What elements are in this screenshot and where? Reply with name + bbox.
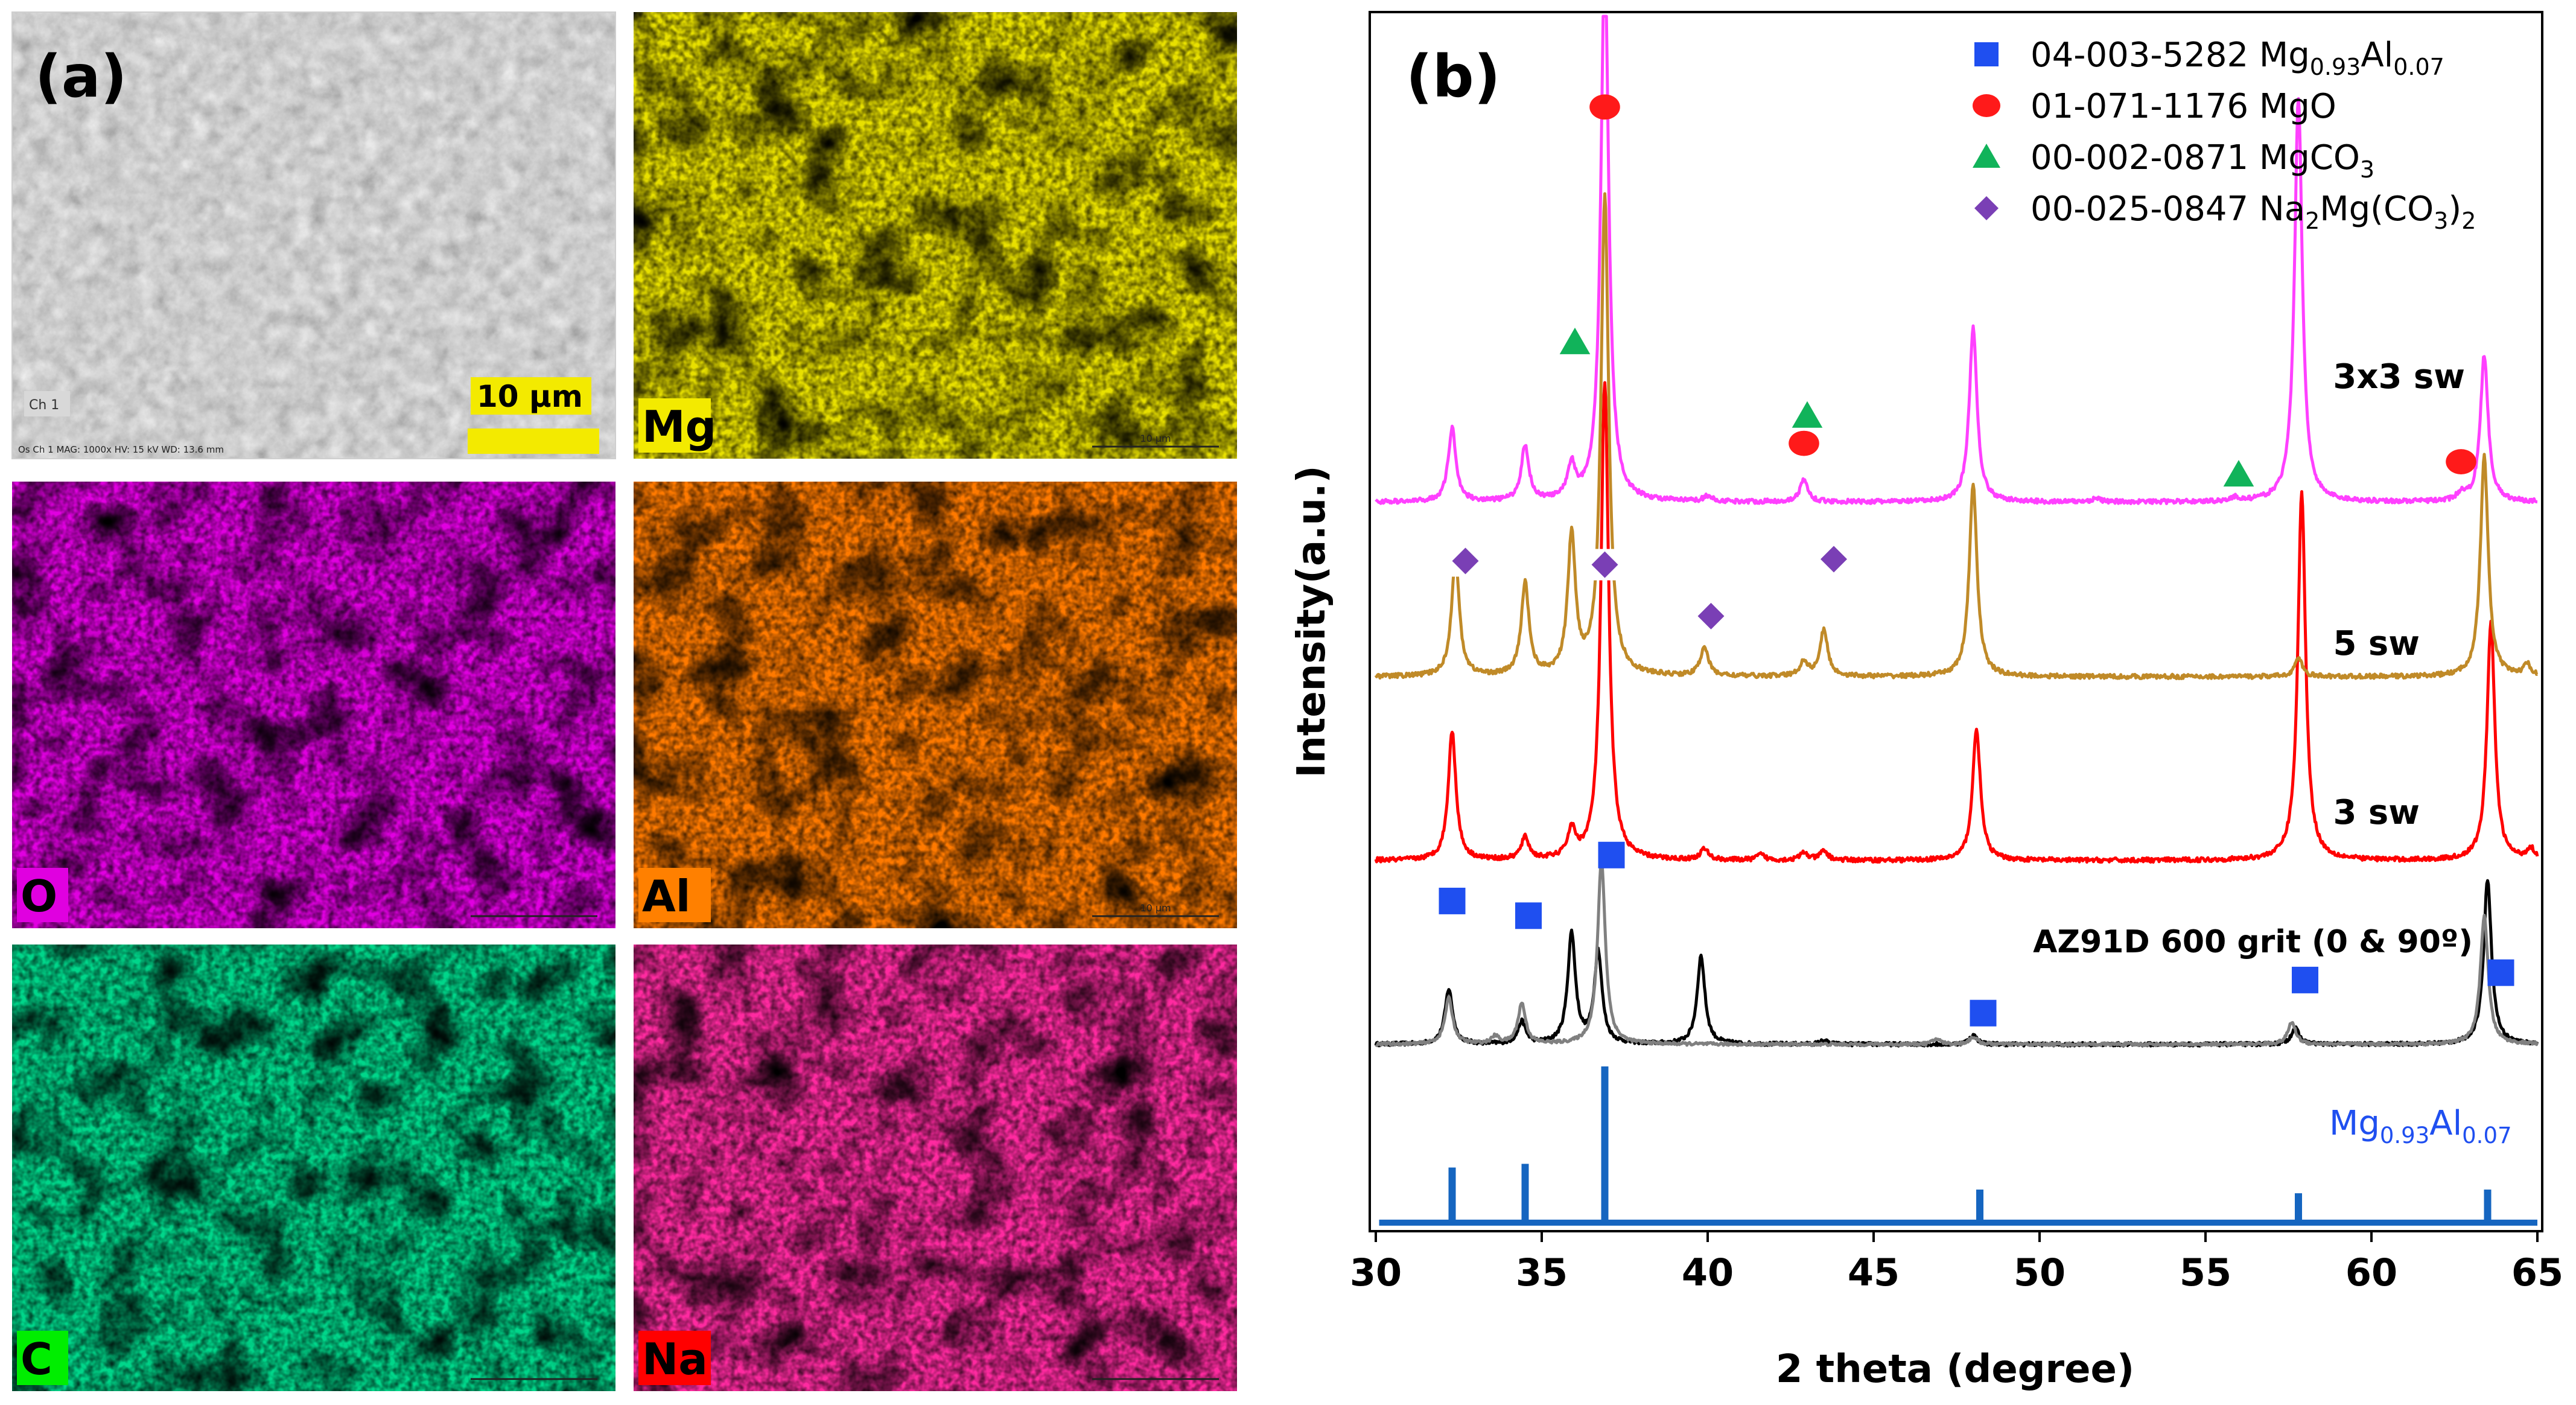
peak-marker-square	[1515, 902, 1542, 929]
reference-stick	[2295, 1193, 2302, 1223]
series-label-5-sw: 5 sw	[2333, 624, 2420, 663]
legend-marker-triangle	[1973, 144, 2000, 168]
eds-map-mg: Mg 10 µm	[634, 12, 1237, 459]
legend-marker-diamond	[1974, 196, 1999, 220]
panel-b-xrd-chart: Mg0.93​Al0.07​ 30 35 40 45 50 55 60 65 AZ91D 60…	[1290, 11, 2563, 1392]
reference-label: Mg0.93​Al0.07​	[2329, 1104, 2512, 1149]
peak-markers	[1439, 94, 2514, 1027]
legend-item-na2mg-co3-2: 00-025-0847 Na2​Mg(CO3​)2​	[1974, 190, 2476, 234]
x-axis: 30 35 40 45 50 55 60 65	[1350, 1231, 2563, 1295]
reference-stick	[1976, 1190, 1983, 1223]
reference-stick	[1448, 1167, 1456, 1223]
legend-text: 01-071-1176 MgO	[2031, 87, 2336, 126]
peak-marker-circle	[1589, 94, 1620, 120]
micro-scale-label: 10 µm	[1140, 902, 1171, 914]
legend-text: 00-025-0847 Na2​Mg(CO3​)2​	[2031, 190, 2476, 234]
legend-marker-square	[1974, 42, 1999, 66]
element-label: Mg	[642, 401, 716, 452]
x-tick-label: 60	[2345, 1250, 2397, 1295]
trace-3-sw	[1374, 381, 2539, 864]
panel-a-maps: Ch 1 10 µm Os Ch 1 MAG: 1000x HV: 15 kV …	[11, 11, 1237, 1391]
series-label-az91d-600-grit-0-90: AZ91D 600 grit (0 & 90º)	[2033, 924, 2473, 960]
sem-image: Ch 1 10 µm Os Ch 1 MAG: 1000x HV: 15 kV …	[11, 11, 616, 459]
x-tick-label: 45	[1848, 1250, 1900, 1295]
sem-footer: Os Ch 1 MAG: 1000x HV: 15 kV WD: 13.6 mm	[18, 444, 224, 455]
legend-item-mgo: 01-071-1176 MgO	[1973, 87, 2336, 126]
reference-pattern: Mg0.93​Al0.07​	[1379, 1066, 2537, 1226]
peak-marker-circle	[1789, 430, 1819, 456]
element-label: Na	[642, 1334, 708, 1384]
peak-marker-square	[1598, 841, 1625, 868]
legend-item-mg0-93al0-07: 04-003-5282 Mg0.93​Al0.07​	[1974, 36, 2444, 80]
micro-scale-label: 10 µm	[1140, 433, 1171, 444]
eds-map-o: O	[12, 482, 615, 928]
series-label-3-sw: 3 sw	[2333, 793, 2420, 832]
scale-bar	[468, 429, 599, 454]
x-tick-label: 30	[1350, 1250, 1402, 1295]
x-axis-title: 2 theta (degree)	[1776, 1347, 2134, 1392]
legend-item-mgco3: 00-002-0871 MgCO3​	[1973, 138, 2374, 183]
y-axis-title: Intensity(a.u.)	[1290, 465, 1334, 777]
panel-b-label: (b)	[1406, 43, 1500, 110]
peak-marker-square	[2292, 966, 2318, 993]
xrd-traces	[1374, 14, 2539, 1048]
legend: 04-003-5282 Mg0.93​Al0.07​ 01-071-1176 Mg…	[1973, 36, 2476, 234]
peak-marker-square	[2487, 959, 2514, 986]
peak-marker-triangle	[1559, 327, 1591, 354]
peak-marker-circle	[2446, 449, 2476, 474]
eds-maps: Mg 10 µm O Al 10 µm C Na	[12, 12, 1237, 1391]
trace-3x3-sw	[1375, 14, 2539, 505]
element-label-bg	[17, 1331, 68, 1385]
reference-stick	[1521, 1164, 1529, 1223]
x-tick-label: 65	[2511, 1250, 2563, 1295]
element-label: O	[21, 871, 57, 922]
peak-marker-diamond	[1452, 547, 1479, 575]
peak-marker-square	[1439, 887, 1466, 914]
legend-text: 00-002-0871 MgCO3​	[2031, 138, 2374, 183]
eds-map-na: Na	[634, 945, 1237, 1391]
peak-marker-diamond	[1821, 546, 1847, 573]
reference-stick	[2484, 1190, 2492, 1223]
scale-bar-label: 10 µm	[477, 379, 583, 414]
panel-a-label: (a)	[35, 43, 127, 110]
peak-marker-triangle	[2223, 460, 2254, 487]
trace-az91d-600-grit-second-scan	[1375, 859, 2539, 1048]
sem-channel-label: Ch 1	[29, 398, 59, 413]
peak-marker-diamond	[1697, 602, 1725, 629]
reference-stick	[1601, 1066, 1609, 1223]
x-tick-label: 55	[2180, 1250, 2231, 1295]
trace-5-sw	[1374, 192, 2539, 680]
eds-map-c: C	[12, 945, 615, 1391]
peak-marker-square	[1970, 999, 1997, 1027]
peak-marker-diamond	[1591, 551, 1618, 578]
element-label-bg	[638, 1331, 711, 1385]
x-tick-label: 35	[1516, 1250, 1568, 1295]
scale-bar-label-bg	[471, 377, 591, 415]
x-tick-label: 50	[2014, 1250, 2066, 1295]
legend-marker-circle	[1973, 94, 2000, 117]
legend-text: 04-003-5282 Mg0.93​Al0.07​	[2031, 36, 2444, 80]
peak-marker-triangle	[1792, 401, 1823, 428]
element-label-bg	[17, 868, 68, 922]
series-label-3x3-sw: 3x3 sw	[2333, 357, 2465, 397]
x-tick-label: 40	[1682, 1250, 1734, 1295]
series-labels: AZ91D 600 grit (0 & 90º) 3 sw 5 sw 3x3 sw	[2033, 357, 2473, 960]
element-label: C	[21, 1334, 52, 1384]
element-label-bg	[638, 868, 711, 922]
element-label: Al	[642, 871, 690, 922]
eds-map-al: Al 10 µm	[634, 482, 1237, 928]
element-label-bg	[638, 398, 711, 453]
